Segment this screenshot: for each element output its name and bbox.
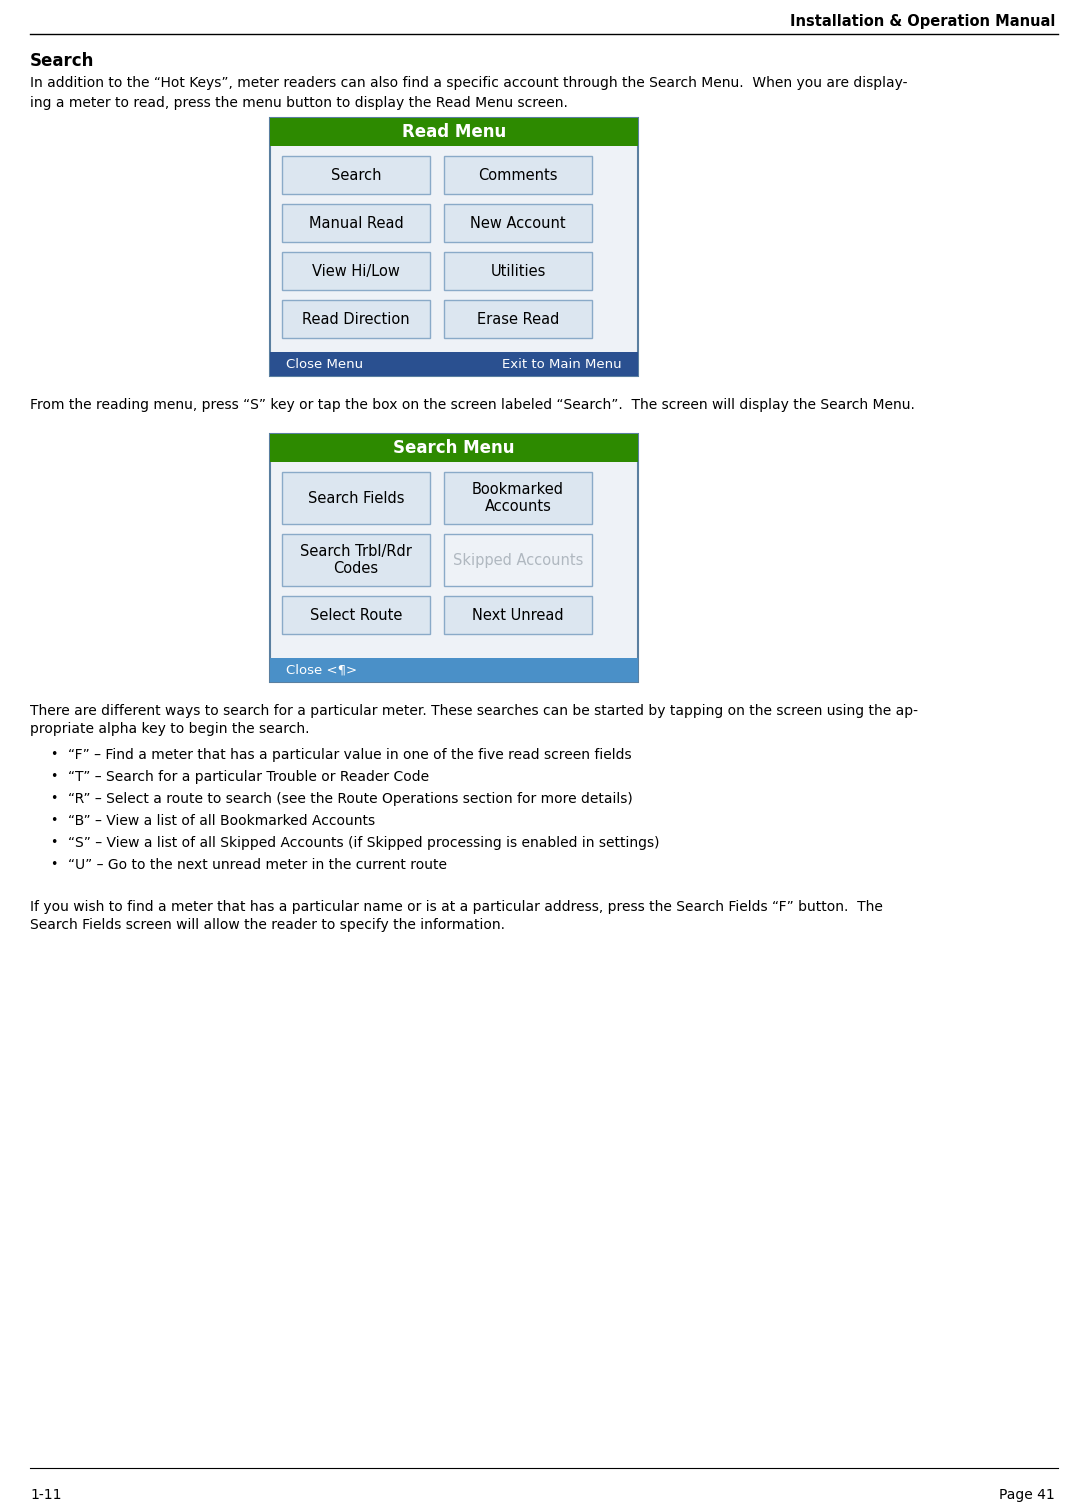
FancyBboxPatch shape bbox=[282, 203, 430, 242]
Text: Installation & Operation Manual: Installation & Operation Manual bbox=[790, 14, 1055, 29]
FancyBboxPatch shape bbox=[270, 434, 638, 462]
Text: Search Fields: Search Fields bbox=[308, 491, 405, 506]
Text: “F” – Find a meter that has a particular value in one of the five read screen fi: “F” – Find a meter that has a particular… bbox=[67, 748, 632, 762]
Text: Close Menu: Close Menu bbox=[286, 357, 363, 370]
FancyBboxPatch shape bbox=[270, 434, 638, 682]
FancyBboxPatch shape bbox=[282, 252, 430, 291]
Text: •: • bbox=[50, 792, 58, 806]
FancyBboxPatch shape bbox=[282, 596, 430, 634]
Text: •: • bbox=[50, 748, 58, 761]
FancyBboxPatch shape bbox=[444, 157, 592, 194]
Text: In addition to the “Hot Keys”, meter readers can also find a specific account th: In addition to the “Hot Keys”, meter rea… bbox=[30, 75, 907, 90]
Text: Search Trbl/Rdr
Codes: Search Trbl/Rdr Codes bbox=[300, 544, 412, 577]
Text: Search Menu: Search Menu bbox=[393, 440, 515, 456]
FancyBboxPatch shape bbox=[282, 535, 430, 586]
Text: ing a meter to read, press the menu button to display the Read Menu screen.: ing a meter to read, press the menu butt… bbox=[30, 96, 568, 110]
Text: 1-11: 1-11 bbox=[30, 1488, 62, 1501]
Text: Comments: Comments bbox=[479, 167, 558, 182]
Text: •: • bbox=[50, 858, 58, 870]
FancyBboxPatch shape bbox=[444, 535, 592, 586]
Text: Search Fields screen will allow the reader to specify the information.: Search Fields screen will allow the read… bbox=[30, 919, 505, 932]
Text: Search: Search bbox=[331, 167, 381, 182]
Text: Utilities: Utilities bbox=[491, 264, 546, 279]
Text: New Account: New Account bbox=[470, 215, 566, 230]
Text: Next Unread: Next Unread bbox=[472, 607, 564, 622]
FancyBboxPatch shape bbox=[444, 471, 592, 524]
Text: •: • bbox=[50, 770, 58, 783]
Text: Bookmarked
Accounts: Bookmarked Accounts bbox=[472, 482, 564, 514]
Text: Exit to Main Menu: Exit to Main Menu bbox=[503, 357, 622, 370]
Text: Skipped Accounts: Skipped Accounts bbox=[453, 553, 583, 568]
Text: Manual Read: Manual Read bbox=[309, 215, 404, 230]
Text: Page 41: Page 41 bbox=[999, 1488, 1055, 1501]
FancyBboxPatch shape bbox=[444, 203, 592, 242]
FancyBboxPatch shape bbox=[270, 117, 638, 146]
Text: Read Direction: Read Direction bbox=[302, 312, 410, 327]
FancyBboxPatch shape bbox=[270, 117, 638, 376]
Text: propriate alpha key to begin the search.: propriate alpha key to begin the search. bbox=[30, 721, 309, 736]
Text: “S” – View a list of all Skipped Accounts (if Skipped processing is enabled in s: “S” – View a list of all Skipped Account… bbox=[67, 836, 659, 849]
FancyBboxPatch shape bbox=[270, 658, 638, 682]
Text: •: • bbox=[50, 836, 58, 849]
FancyBboxPatch shape bbox=[444, 252, 592, 291]
Text: Search: Search bbox=[30, 53, 95, 69]
Text: “B” – View a list of all Bookmarked Accounts: “B” – View a list of all Bookmarked Acco… bbox=[67, 815, 375, 828]
Text: Read Menu: Read Menu bbox=[401, 123, 506, 142]
FancyBboxPatch shape bbox=[270, 352, 638, 376]
FancyBboxPatch shape bbox=[282, 157, 430, 194]
FancyBboxPatch shape bbox=[282, 300, 430, 337]
Text: Erase Read: Erase Read bbox=[477, 312, 559, 327]
Text: There are different ways to search for a particular meter. These searches can be: There are different ways to search for a… bbox=[30, 703, 918, 718]
Text: “T” – Search for a particular Trouble or Reader Code: “T” – Search for a particular Trouble or… bbox=[67, 770, 429, 785]
FancyBboxPatch shape bbox=[444, 596, 592, 634]
Text: •: • bbox=[50, 815, 58, 827]
Text: Close <¶>: Close <¶> bbox=[286, 664, 357, 676]
FancyBboxPatch shape bbox=[444, 300, 592, 337]
Text: “U” – Go to the next unread meter in the current route: “U” – Go to the next unread meter in the… bbox=[67, 858, 447, 872]
Text: “R” – Select a route to search (see the Route Operations section for more detail: “R” – Select a route to search (see the … bbox=[67, 792, 633, 806]
Text: From the reading menu, press “S” key or tap the box on the screen labeled “Searc: From the reading menu, press “S” key or … bbox=[30, 398, 915, 413]
Text: Select Route: Select Route bbox=[310, 607, 403, 622]
Text: If you wish to find a meter that has a particular name or is at a particular add: If you wish to find a meter that has a p… bbox=[30, 901, 882, 914]
FancyBboxPatch shape bbox=[282, 471, 430, 524]
Text: View Hi/Low: View Hi/Low bbox=[312, 264, 400, 279]
